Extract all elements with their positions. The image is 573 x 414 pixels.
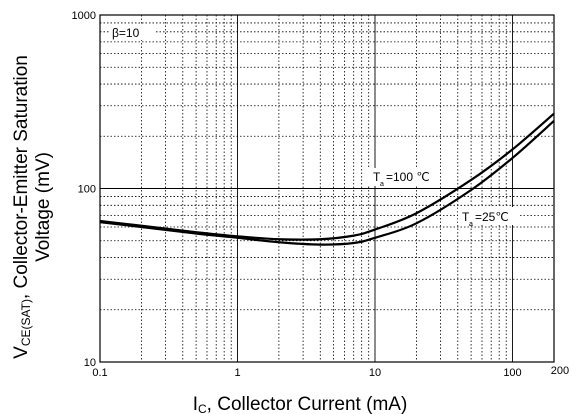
ta25-subscript: a bbox=[469, 221, 473, 228]
series-line-ta100 bbox=[99, 112, 555, 241]
ta100-label: =100 ℃ bbox=[386, 170, 430, 184]
plot-frame bbox=[99, 14, 555, 363]
svg-text:VCE(SAT), Collector-Emitter Sa: VCE(SAT), Collector-Emitter Saturation bbox=[11, 55, 33, 359]
series-layer bbox=[99, 112, 555, 246]
beta-annotation: β=10 bbox=[110, 24, 156, 40]
grid bbox=[99, 15, 555, 362]
beta-label: β=10 bbox=[112, 26, 140, 40]
ta100-annotation: T a =100 ℃ bbox=[368, 168, 438, 188]
y-tick-label: 100 bbox=[78, 184, 96, 196]
x-tick-label: 0.1 bbox=[92, 367, 107, 379]
series-line-ta25 bbox=[99, 120, 555, 246]
ta25-annotation: T a =25℃ bbox=[458, 207, 518, 228]
svg-text:Voltage (mV): Voltage (mV) bbox=[33, 152, 54, 262]
y-tick-label: 1000 bbox=[72, 10, 96, 22]
ta25-t: T bbox=[462, 210, 470, 224]
x-tick-label: 10 bbox=[369, 367, 381, 379]
ta100-subscript: a bbox=[380, 181, 384, 188]
y-tick-label: 10 bbox=[84, 357, 96, 369]
x-tick-label: 200 bbox=[551, 365, 569, 377]
x-tick-label: 100 bbox=[503, 367, 521, 379]
tick-labels: 0.1 1 10 100 200 10 100 1000 bbox=[72, 10, 570, 379]
y-axis-label: VCE(SAT), Collector-Emitter Saturation V… bbox=[11, 55, 54, 359]
x-axis-label: IC, Collector Current (mA) bbox=[193, 394, 408, 414]
x-tick-label: 1 bbox=[234, 367, 240, 379]
ta100-t: T bbox=[373, 170, 381, 184]
ta25-label: =25℃ bbox=[475, 210, 509, 224]
